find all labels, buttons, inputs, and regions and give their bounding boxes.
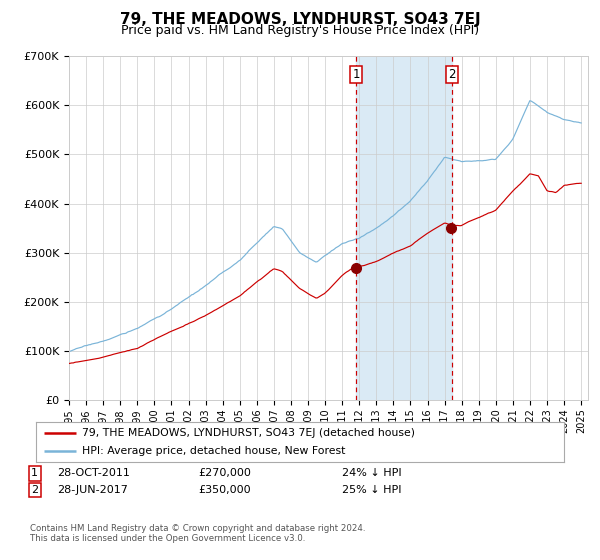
Text: 2: 2 [448,68,455,81]
Text: 24% ↓ HPI: 24% ↓ HPI [342,468,401,478]
Text: 79, THE MEADOWS, LYNDHURST, SO43 7EJ: 79, THE MEADOWS, LYNDHURST, SO43 7EJ [119,12,481,27]
Text: This data is licensed under the Open Government Licence v3.0.: This data is licensed under the Open Gov… [30,534,305,543]
Text: Contains HM Land Registry data © Crown copyright and database right 2024.: Contains HM Land Registry data © Crown c… [30,524,365,533]
Text: 1: 1 [31,468,38,478]
Text: 25% ↓ HPI: 25% ↓ HPI [342,485,401,495]
Text: £270,000: £270,000 [198,468,251,478]
Bar [356,56,452,400]
Text: 2: 2 [31,485,38,495]
Text: 79, THE MEADOWS, LYNDHURST, SO43 7EJ (detached house): 79, THE MEADOWS, LYNDHURST, SO43 7EJ (de… [82,428,415,437]
Text: 28-OCT-2011: 28-OCT-2011 [57,468,130,478]
Text: 1: 1 [353,68,360,81]
Text: £350,000: £350,000 [198,485,251,495]
Text: 28-JUN-2017: 28-JUN-2017 [57,485,128,495]
Text: HPI: Average price, detached house, New Forest: HPI: Average price, detached house, New … [82,446,346,456]
Text: Price paid vs. HM Land Registry's House Price Index (HPI): Price paid vs. HM Land Registry's House … [121,24,479,36]
